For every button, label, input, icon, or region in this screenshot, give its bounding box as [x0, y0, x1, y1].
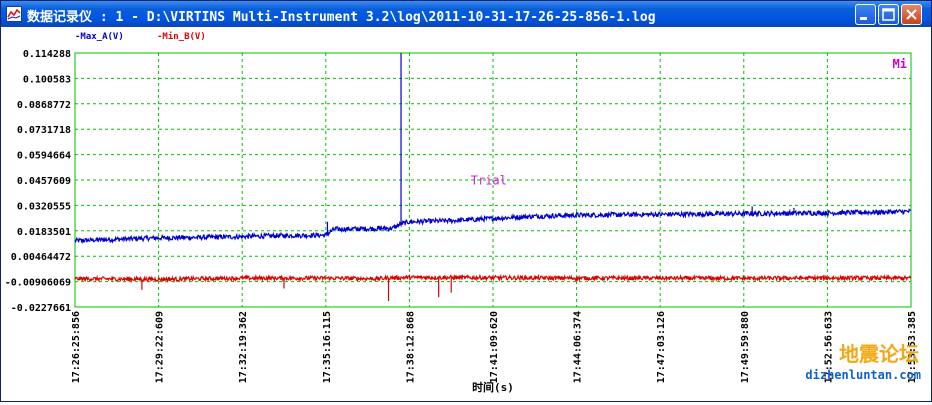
plot-area: 0.114288 0.100583 0.0868772 0.0731718 0.0594…: [1, 27, 931, 401]
x-tick-label: 17:49:59:880: [740, 311, 751, 383]
x-axis-label: 时间(s): [472, 380, 514, 394]
trial-annotation: Trial: [471, 173, 507, 187]
watermark-logo-text: 地震论坛: [839, 342, 919, 366]
y-tick-label: 0.0731718: [17, 125, 71, 136]
watermark-url: dizhenluntan.com: [805, 368, 921, 382]
maximize-icon: [882, 8, 895, 21]
y-tick-label: -0.0227661: [11, 303, 71, 314]
line-chart: 0.114288 0.100583 0.0868772 0.0731718 0.0594…: [5, 31, 921, 394]
minimize-icon: [860, 17, 867, 20]
close-icon: [906, 9, 917, 20]
x-tick-label: 17:26:25:856: [71, 311, 82, 383]
y-tick-label: 0.0183501: [17, 227, 71, 238]
y-tick-label: 0.0868772: [17, 100, 71, 111]
y-tick-label: 0.0320555: [17, 201, 71, 212]
x-tick-label: 17:32:19:362: [238, 311, 249, 383]
x-tick-label: 17:44:06:374: [573, 311, 584, 383]
x-tick-label: 17:38:12:868: [405, 311, 416, 383]
x-tick-label: 17:52:56:633: [823, 311, 834, 383]
y-tick-label: 0.100583: [23, 74, 71, 85]
minimize-button[interactable]: [855, 4, 876, 25]
legend-max-a: -Max_A(V): [75, 32, 124, 42]
x-tick-label: 17:41:09:620: [489, 311, 500, 383]
y-tick-label: 0.00464472: [11, 252, 71, 263]
corner-label: Mi: [893, 57, 907, 71]
x-tick-label: 17:53:53:385: [907, 311, 918, 383]
x-tick-label: 17:47:03:126: [656, 311, 667, 383]
legend-min-b: -Min_B(V): [157, 31, 206, 42]
y-tick-label: 0.0594664: [17, 151, 71, 162]
chart-app-icon: [6, 6, 22, 22]
title-bar[interactable]: 数据记录仪 : 1 - D:\VIRTINS Multi-Instrument …: [1, 1, 931, 27]
series-line: [74, 273, 912, 284]
y-tick-label: 0.114288: [23, 49, 71, 60]
x-tick-label: 17:29:22:609: [155, 311, 166, 383]
close-button[interactable]: [901, 4, 922, 25]
window-title: 数据记录仪 : 1 - D:\VIRTINS Multi-Instrument …: [27, 10, 656, 25]
series-line: [74, 208, 911, 245]
y-tick-label: -0.00906069: [5, 278, 71, 289]
x-tick-label: 17:35:16:115: [322, 311, 333, 383]
maximize-button[interactable]: [878, 4, 899, 25]
y-tick-label: 0.0457609: [17, 176, 71, 187]
